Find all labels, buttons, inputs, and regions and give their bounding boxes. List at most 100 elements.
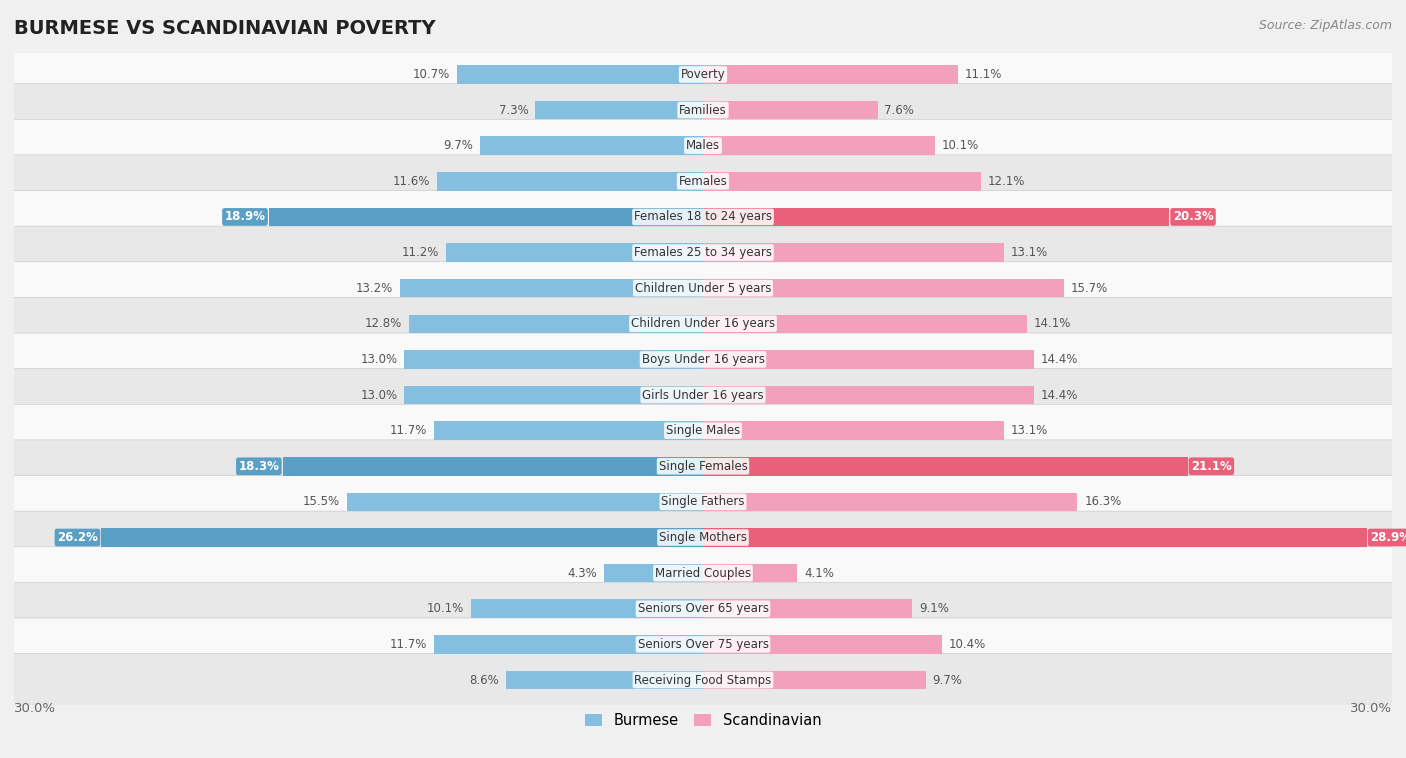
Text: 11.7%: 11.7% bbox=[389, 424, 427, 437]
Text: 12.8%: 12.8% bbox=[366, 318, 402, 330]
Bar bbox=[506, 671, 703, 689]
Bar bbox=[703, 315, 1026, 333]
Text: Poverty: Poverty bbox=[681, 68, 725, 81]
FancyBboxPatch shape bbox=[7, 262, 1399, 315]
Text: 14.4%: 14.4% bbox=[1040, 389, 1078, 402]
FancyBboxPatch shape bbox=[7, 226, 1399, 279]
Text: 7.6%: 7.6% bbox=[884, 104, 914, 117]
FancyBboxPatch shape bbox=[7, 618, 1399, 671]
Text: 9.1%: 9.1% bbox=[920, 603, 949, 615]
FancyBboxPatch shape bbox=[7, 155, 1399, 208]
Bar bbox=[703, 457, 1188, 475]
Text: 10.4%: 10.4% bbox=[949, 638, 986, 651]
Text: 30.0%: 30.0% bbox=[14, 702, 56, 715]
Text: 30.0%: 30.0% bbox=[1350, 702, 1392, 715]
Bar bbox=[703, 136, 935, 155]
Text: Single Males: Single Males bbox=[666, 424, 740, 437]
Text: 14.1%: 14.1% bbox=[1033, 318, 1071, 330]
Text: 9.7%: 9.7% bbox=[443, 139, 474, 152]
Text: Children Under 5 years: Children Under 5 years bbox=[634, 282, 772, 295]
Bar bbox=[703, 671, 925, 689]
FancyBboxPatch shape bbox=[7, 475, 1399, 528]
Text: Seniors Over 65 years: Seniors Over 65 years bbox=[637, 603, 769, 615]
Text: 28.9%: 28.9% bbox=[1369, 531, 1406, 544]
FancyBboxPatch shape bbox=[7, 119, 1399, 172]
Text: 20.3%: 20.3% bbox=[1173, 211, 1213, 224]
Bar bbox=[605, 564, 703, 582]
FancyBboxPatch shape bbox=[7, 404, 1399, 457]
Bar bbox=[703, 350, 1033, 368]
Text: BURMESE VS SCANDINAVIAN POVERTY: BURMESE VS SCANDINAVIAN POVERTY bbox=[14, 19, 436, 38]
Bar bbox=[347, 493, 703, 511]
Text: Single Females: Single Females bbox=[658, 460, 748, 473]
Bar bbox=[703, 600, 912, 618]
Bar bbox=[703, 65, 957, 83]
Bar bbox=[703, 386, 1033, 404]
Text: Families: Families bbox=[679, 104, 727, 117]
Text: Girls Under 16 years: Girls Under 16 years bbox=[643, 389, 763, 402]
Text: 15.5%: 15.5% bbox=[304, 496, 340, 509]
Text: Females: Females bbox=[679, 175, 727, 188]
Text: 11.6%: 11.6% bbox=[392, 175, 430, 188]
Bar bbox=[437, 172, 703, 190]
FancyBboxPatch shape bbox=[7, 368, 1399, 421]
Text: 9.7%: 9.7% bbox=[932, 674, 963, 687]
Text: 13.1%: 13.1% bbox=[1011, 246, 1047, 259]
Text: Boys Under 16 years: Boys Under 16 years bbox=[641, 353, 765, 366]
Text: 13.1%: 13.1% bbox=[1011, 424, 1047, 437]
Bar bbox=[703, 208, 1170, 226]
Text: 10.1%: 10.1% bbox=[427, 603, 464, 615]
Text: 14.4%: 14.4% bbox=[1040, 353, 1078, 366]
Text: 21.1%: 21.1% bbox=[1191, 460, 1232, 473]
Text: 11.2%: 11.2% bbox=[402, 246, 439, 259]
FancyBboxPatch shape bbox=[7, 653, 1399, 706]
FancyBboxPatch shape bbox=[7, 83, 1399, 136]
Text: Married Couples: Married Couples bbox=[655, 567, 751, 580]
Text: Males: Males bbox=[686, 139, 720, 152]
Text: 13.0%: 13.0% bbox=[360, 389, 398, 402]
Bar bbox=[457, 65, 703, 83]
Bar bbox=[399, 279, 703, 297]
Bar bbox=[481, 136, 703, 155]
Text: 11.7%: 11.7% bbox=[389, 638, 427, 651]
Text: Females 18 to 24 years: Females 18 to 24 years bbox=[634, 211, 772, 224]
Text: 4.3%: 4.3% bbox=[568, 567, 598, 580]
FancyBboxPatch shape bbox=[7, 333, 1399, 386]
Legend: Burmese, Scandinavian: Burmese, Scandinavian bbox=[579, 707, 827, 734]
Text: 11.1%: 11.1% bbox=[965, 68, 1002, 81]
Text: Single Fathers: Single Fathers bbox=[661, 496, 745, 509]
Text: 7.3%: 7.3% bbox=[499, 104, 529, 117]
Text: 12.1%: 12.1% bbox=[988, 175, 1025, 188]
Text: 18.3%: 18.3% bbox=[239, 460, 280, 473]
FancyBboxPatch shape bbox=[7, 440, 1399, 493]
Text: 13.0%: 13.0% bbox=[360, 353, 398, 366]
Text: 8.6%: 8.6% bbox=[468, 674, 499, 687]
Bar bbox=[703, 243, 1004, 262]
Text: Receiving Food Stamps: Receiving Food Stamps bbox=[634, 674, 772, 687]
Bar bbox=[703, 279, 1063, 297]
Bar bbox=[434, 421, 703, 440]
Bar bbox=[703, 493, 1077, 511]
Bar bbox=[703, 635, 942, 653]
Bar bbox=[405, 386, 703, 404]
Text: 26.2%: 26.2% bbox=[58, 531, 98, 544]
Text: 15.7%: 15.7% bbox=[1070, 282, 1108, 295]
Text: 10.7%: 10.7% bbox=[413, 68, 450, 81]
Text: 13.2%: 13.2% bbox=[356, 282, 392, 295]
Text: 18.9%: 18.9% bbox=[225, 211, 266, 224]
Bar bbox=[409, 315, 703, 333]
Bar bbox=[434, 635, 703, 653]
FancyBboxPatch shape bbox=[7, 190, 1399, 243]
Text: Children Under 16 years: Children Under 16 years bbox=[631, 318, 775, 330]
Text: 10.1%: 10.1% bbox=[942, 139, 979, 152]
Bar bbox=[703, 528, 1367, 547]
Bar bbox=[446, 243, 703, 262]
Bar bbox=[471, 600, 703, 618]
Text: 16.3%: 16.3% bbox=[1084, 496, 1122, 509]
Text: Single Mothers: Single Mothers bbox=[659, 531, 747, 544]
FancyBboxPatch shape bbox=[7, 582, 1399, 635]
Text: Seniors Over 75 years: Seniors Over 75 years bbox=[637, 638, 769, 651]
Bar bbox=[703, 101, 877, 119]
Bar bbox=[269, 208, 703, 226]
FancyBboxPatch shape bbox=[7, 547, 1399, 600]
